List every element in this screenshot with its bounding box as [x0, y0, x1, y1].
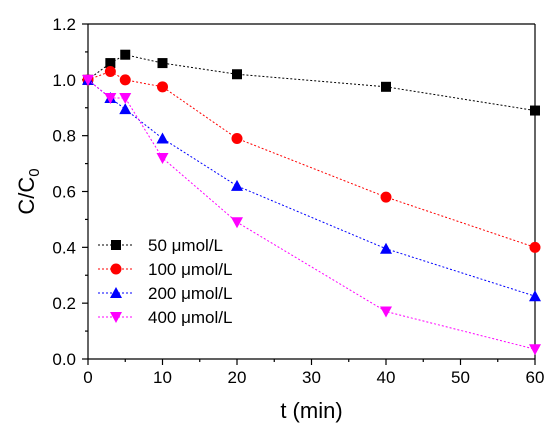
y-tick-label: 0.0: [52, 350, 76, 369]
legend-item: 200 μmol/L: [98, 284, 232, 303]
y-tick-label: 1.0: [52, 71, 76, 90]
x-tick-label: 50: [451, 368, 470, 387]
y-tick-label: 0.8: [52, 127, 76, 146]
data-point: [157, 58, 168, 69]
data-point: [156, 153, 169, 164]
x-tick-label: 10: [153, 368, 172, 387]
legend-label: 100 μmol/L: [148, 260, 232, 279]
data-point: [380, 306, 392, 318]
series-1: [83, 49, 540, 116]
series-line: [87, 70, 536, 248]
y-ticks: 0.0 0.2 0.4 0.6 0.8 1.0 1.2: [52, 15, 88, 369]
data-point: [82, 74, 94, 86]
legend-label: 200 μmol/L: [148, 284, 232, 303]
x-tick-label: 60: [526, 368, 545, 387]
y-tick-label: 0.6: [52, 183, 76, 202]
data-point: [530, 105, 540, 116]
x-tick-label: 0: [83, 368, 92, 387]
data-point: [119, 92, 132, 104]
x-tick-label: 30: [302, 368, 321, 387]
y-tick-label: 0.4: [52, 238, 76, 257]
data-point: [104, 92, 117, 104]
series-line: [87, 54, 536, 112]
x-axis-title: t (min): [280, 398, 342, 423]
data-point: [105, 58, 116, 69]
legend-item: 50 μmol/L: [98, 236, 223, 255]
data-point: [156, 132, 169, 144]
data-point: [157, 81, 168, 93]
data-point: [381, 81, 391, 92]
data-point: [380, 242, 392, 254]
legend-marker: [110, 263, 122, 275]
y-axis-title: C/C0: [14, 168, 43, 214]
data-point: [529, 241, 541, 253]
x-tick-label: 40: [377, 368, 396, 387]
data-point: [232, 69, 242, 80]
series-4: [82, 74, 541, 356]
legend-marker: [110, 312, 122, 323]
legend-marker: [110, 287, 122, 298]
y-axis-title-subscript: 0: [26, 168, 43, 176]
legend-label: 50 μmol/L: [148, 236, 223, 255]
data-point: [529, 290, 541, 302]
series-2: [82, 65, 541, 253]
legend-item: 400 μmol/L: [98, 308, 232, 327]
legend: 50 μmol/L 100 μmol/L 200 μmol/L 400 μmol/L: [98, 236, 232, 327]
data-point: [104, 65, 116, 77]
series-layer: [82, 49, 541, 356]
legend-marker: [111, 240, 121, 250]
y-axis-title-main: C/C: [14, 177, 39, 215]
legend-label: 400 μmol/L: [148, 308, 232, 327]
x-tick-label: 20: [228, 368, 247, 387]
data-point: [119, 74, 131, 86]
data-point: [380, 191, 392, 203]
data-point: [529, 344, 541, 356]
data-point: [231, 217, 243, 229]
data-point: [120, 49, 131, 60]
data-point: [231, 179, 243, 191]
y-tick-label: 0.2: [52, 294, 76, 313]
y-tick-label: 1.2: [52, 15, 76, 34]
legend-item: 100 μmol/L: [98, 260, 232, 279]
data-point: [119, 103, 132, 115]
x-ticks: 0 10 20 30 40 50 60: [83, 359, 544, 387]
data-point: [231, 132, 243, 144]
